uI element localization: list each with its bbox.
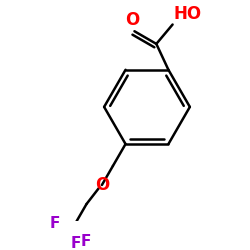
- Text: F: F: [70, 236, 81, 250]
- Text: F: F: [81, 234, 91, 249]
- Text: F: F: [50, 216, 60, 230]
- Text: O: O: [95, 176, 109, 194]
- Text: HO: HO: [174, 5, 202, 23]
- Text: O: O: [126, 12, 140, 30]
